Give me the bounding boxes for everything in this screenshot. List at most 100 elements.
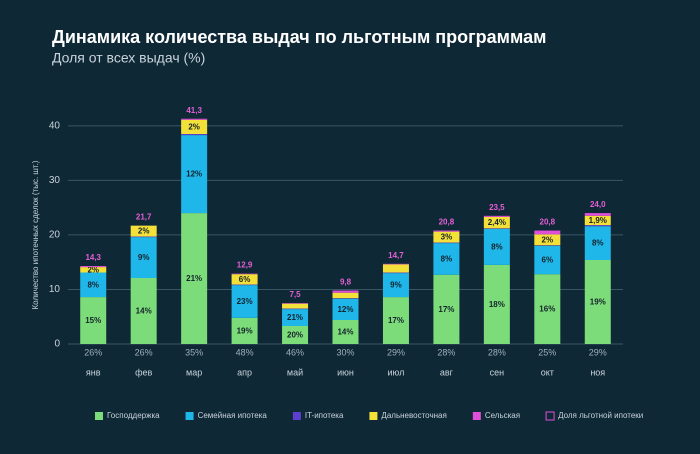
x-tick-label: сен — [490, 367, 505, 377]
bar-segment — [282, 303, 309, 309]
segment-label: 18% — [489, 300, 505, 309]
bar-segment — [80, 272, 107, 298]
segment-label: 12% — [337, 305, 353, 314]
bar-segment — [332, 298, 359, 299]
x-tick-label: авг — [440, 367, 454, 377]
segment-label: 2,4% — [488, 218, 506, 227]
bar-segment — [433, 230, 460, 232]
x-tick-label: окт — [541, 367, 554, 377]
segment-label: 16% — [539, 305, 555, 314]
legend-swatch — [369, 412, 378, 420]
segment-label: 2% — [138, 227, 150, 236]
bar-segment — [382, 273, 409, 298]
bar-segment — [282, 303, 309, 304]
legend-swatch — [185, 412, 194, 420]
bar-segment — [534, 245, 561, 246]
share-label: 28% — [437, 347, 455, 357]
total-label: 20,8 — [540, 218, 556, 227]
x-tick-label: ноя — [590, 367, 605, 377]
y-axis-label: Количество ипотечных сделок (тыс. шт.) — [31, 160, 40, 309]
bar-segment — [483, 228, 510, 229]
legend-swatch — [95, 412, 103, 420]
y-tick-label: 20 — [49, 230, 61, 241]
bar-segment — [584, 260, 611, 344]
share-label: 26% — [135, 347, 153, 357]
bar-segment — [584, 226, 611, 260]
x-tick-label: май — [287, 367, 303, 377]
bar-segment — [181, 134, 208, 136]
total-label: 14,3 — [85, 253, 101, 262]
y-tick-label: 40 — [49, 120, 61, 131]
bar-segment — [483, 216, 510, 229]
bar-segment — [483, 264, 510, 344]
bar-segment — [181, 119, 208, 134]
legend-swatch — [292, 412, 301, 420]
legend-label: Господдержка — [107, 411, 160, 420]
segment-label: 8% — [592, 239, 604, 248]
share-label: 29% — [387, 347, 405, 357]
bar-segment — [332, 290, 359, 293]
bar-segment — [282, 308, 309, 310]
bar-segment — [130, 237, 157, 278]
bar-segment — [584, 213, 611, 216]
segment-label: 17% — [438, 305, 454, 314]
bar-segment — [382, 263, 409, 265]
bar-segment — [231, 284, 258, 286]
total-label: 23,5 — [489, 203, 505, 212]
bar-segment — [433, 274, 460, 344]
y-tick-label: 0 — [54, 339, 60, 350]
bar-segment — [534, 230, 561, 235]
bar-segment — [382, 264, 409, 273]
legend-label: Дальневосточная — [381, 411, 446, 420]
segment-label: 2% — [188, 123, 200, 132]
bar-segment — [130, 278, 157, 344]
bar-segment — [80, 266, 107, 268]
share-label: 26% — [84, 347, 102, 357]
bar-segment — [130, 225, 157, 237]
segment-label: 19% — [590, 298, 606, 307]
segment-label: 21% — [186, 274, 202, 283]
segment-label: 9% — [138, 253, 150, 262]
bar-segment — [181, 118, 208, 120]
bar-segment — [332, 320, 359, 344]
share-label: 25% — [538, 347, 556, 357]
chart-subtitle: Доля от всех выдач (%) — [52, 50, 205, 66]
bar-segment — [483, 215, 510, 217]
total-label: 7,5 — [289, 290, 301, 299]
bar-segment — [534, 274, 561, 344]
bar-segment — [181, 213, 208, 344]
segment-label: 19% — [237, 327, 253, 336]
total-label: 21,7 — [136, 213, 152, 222]
bar-segment — [332, 298, 359, 320]
segment-label: 6% — [542, 256, 554, 265]
bar-segment — [534, 234, 561, 246]
segment-label: 9% — [390, 281, 402, 290]
segment-label: 3% — [441, 233, 453, 242]
bar-segment — [130, 236, 157, 238]
bar-segment — [382, 297, 409, 344]
segment-label: 14% — [337, 328, 353, 337]
share-label: 46% — [286, 347, 304, 357]
segment-label: 2% — [542, 235, 554, 244]
bar-segment — [80, 267, 107, 273]
bar-segment — [433, 231, 460, 243]
segment-label: 21% — [287, 313, 303, 322]
segment-label: 23% — [237, 297, 253, 306]
legend-label: IT-ипотека — [305, 411, 344, 420]
bar-segment — [231, 273, 258, 275]
bar-segment — [231, 285, 258, 318]
bar-segment — [231, 317, 258, 344]
total-label: 14,7 — [388, 251, 404, 260]
total-label: 9,8 — [340, 278, 352, 287]
bar-segment — [181, 135, 208, 214]
bar-segment — [584, 225, 611, 227]
total-label: 24,0 — [590, 200, 606, 209]
bar-segment — [382, 272, 409, 274]
x-tick-label: мар — [186, 367, 202, 377]
bar-segment — [483, 228, 510, 265]
segment-label: 6% — [239, 275, 251, 284]
legend-label: Доля льготной ипотеки — [558, 411, 643, 420]
x-tick-label: июл — [388, 367, 405, 377]
share-label: 48% — [236, 347, 254, 357]
